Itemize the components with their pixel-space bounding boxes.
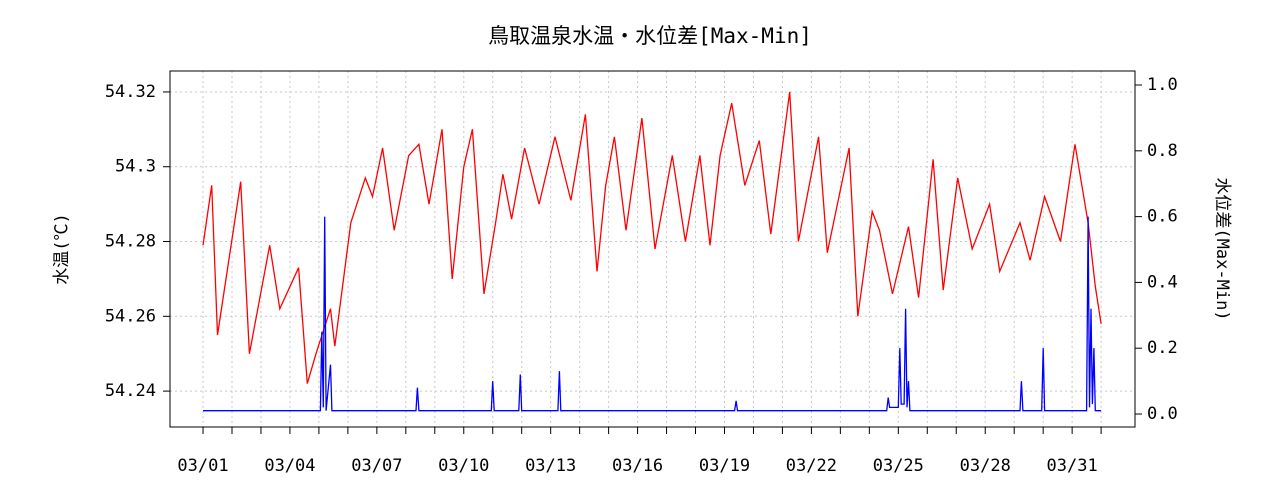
x-tick-label: 03/07 bbox=[351, 456, 402, 476]
x-tick-label: 03/13 bbox=[525, 456, 576, 476]
x-tick-label: 03/10 bbox=[438, 456, 489, 476]
y-tick-label: 54.24 bbox=[105, 381, 156, 401]
x-tick-label: 03/25 bbox=[873, 456, 924, 476]
y2-tick-label: 0.2 bbox=[1147, 338, 1178, 358]
y2-tick-label: 0.0 bbox=[1147, 404, 1178, 424]
x-tick-label: 03/28 bbox=[960, 456, 1011, 476]
series-line bbox=[202, 91, 1102, 384]
chart-title: 鳥取温泉水温・水位差[Max-Min] bbox=[488, 24, 812, 48]
x-tick-label: 03/22 bbox=[786, 456, 837, 476]
y2-axis-label: 水位差(Max-Min) bbox=[1212, 177, 1232, 320]
y2-tick-label: 0.6 bbox=[1147, 207, 1178, 227]
x-tick-label: 03/19 bbox=[699, 456, 750, 476]
y-axis-label: 水温(℃) bbox=[52, 213, 72, 284]
x-tick-label: 03/31 bbox=[1047, 456, 1098, 476]
y-tick-label: 54.32 bbox=[105, 82, 156, 102]
y2-tick-label: 0.4 bbox=[1147, 272, 1178, 292]
y-tick-label: 54.26 bbox=[105, 306, 156, 326]
x-tick-label: 03/01 bbox=[177, 456, 228, 476]
y2-tick-label: 0.8 bbox=[1147, 141, 1178, 161]
x-tick-label: 03/16 bbox=[612, 456, 663, 476]
plot-frame bbox=[169, 70, 1136, 428]
y-tick-label: 54.3 bbox=[115, 157, 156, 177]
y-tick-label: 54.28 bbox=[105, 232, 156, 252]
x-tick-label: 03/04 bbox=[264, 456, 315, 476]
series-line bbox=[203, 216, 1102, 412]
y2-tick-label: 1.0 bbox=[1147, 75, 1178, 95]
